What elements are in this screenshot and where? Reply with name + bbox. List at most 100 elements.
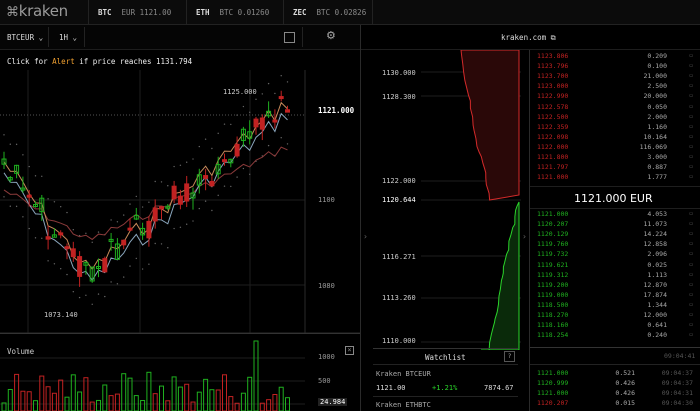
trade-price: 1121.000 xyxy=(537,389,569,398)
order-price: 1123.700 xyxy=(537,72,569,81)
watchlist-item-name[interactable]: Kraken BTCEUR xyxy=(376,370,431,378)
interval-label: 1H xyxy=(59,33,69,42)
bollinger-dot xyxy=(66,273,68,276)
order-book-row[interactable]: 1119.732 2.096 ▭ xyxy=(535,250,695,260)
volume-bar xyxy=(177,386,183,411)
gear-icon[interactable]: ⚙ xyxy=(326,29,336,42)
order-book-row[interactable]: 1122.359 1.160 ▭ xyxy=(535,123,695,133)
ticker-btc[interactable]: BTC EUR 1121.00 xyxy=(98,8,171,17)
pair-dropdown[interactable]: BTCEUR ⌄ xyxy=(7,33,43,42)
order-book-row[interactable]: 1123.700 21.000 ▭ xyxy=(535,72,695,82)
order-icon: ▭ xyxy=(689,321,693,329)
axis-label: 1100 xyxy=(318,196,335,204)
volume-bar xyxy=(14,373,20,411)
order-book-row[interactable]: 1121.797 0.887 ▭ xyxy=(535,163,695,173)
collapse-left-icon[interactable]: › xyxy=(363,232,368,241)
order-amount: 0.240 xyxy=(647,331,667,340)
close-icon[interactable]: × xyxy=(345,346,354,355)
volume-bar xyxy=(222,374,227,411)
order-book-row[interactable]: 1122.000 116.069 ▭ xyxy=(535,143,695,153)
order-book-row[interactable]: 1119.760 12.858 ▭ xyxy=(535,240,695,250)
order-book-row[interactable]: 1118.254 0.240 ▭ xyxy=(535,331,695,341)
help-icon[interactable]: ? xyxy=(504,351,515,362)
fullscreen-icon[interactable] xyxy=(284,32,295,43)
order-icon: ▭ xyxy=(689,163,693,171)
volume-bar xyxy=(146,371,152,411)
watchlist-item-name[interactable]: Kraken ETHBTC xyxy=(376,401,431,409)
order-book-row[interactable]: 1118.270 12.000 ▭ xyxy=(535,311,695,321)
bollinger-dot xyxy=(110,219,112,221)
order-price: 1119.732 xyxy=(537,250,569,259)
site-link[interactable]: kraken.com ⧉ xyxy=(501,33,556,43)
bollinger-dot xyxy=(91,241,93,243)
volume-bar xyxy=(278,386,284,411)
bollinger-dot xyxy=(236,114,238,116)
order-book-row[interactable]: 1119.000 17.874 ▭ xyxy=(535,291,695,301)
alert-link[interactable]: Alert xyxy=(52,57,75,66)
order-book-row[interactable]: 1123.796 0.100 ▭ xyxy=(535,62,695,72)
trade-time: 09:04:37 xyxy=(661,379,693,388)
order-icon: ▭ xyxy=(689,290,693,298)
order-book-row[interactable]: 1122.098 10.164 ▭ xyxy=(535,133,695,143)
order-book-row[interactable]: 1123.000 2.500 ▭ xyxy=(535,82,695,92)
order-icon: ▭ xyxy=(689,102,693,110)
order-book-row[interactable]: 1122.578 0.050 ▭ xyxy=(535,103,695,113)
bollinger-dot xyxy=(41,175,43,178)
axis-label: 1080 xyxy=(318,282,335,290)
last-price-label: 1121.000 xyxy=(318,106,355,115)
volume-bar xyxy=(272,393,278,411)
order-book-row[interactable]: 1120.207 11.073 ▭ xyxy=(535,220,695,230)
bollinger-dot xyxy=(223,185,226,187)
price-chart[interactable] xyxy=(0,65,360,345)
order-book-row[interactable]: 1121.800 3.000 ▭ xyxy=(535,153,695,163)
order-book-row[interactable]: 1119.200 12.870 ▭ xyxy=(535,281,695,291)
order-price: 1121.797 xyxy=(537,163,569,172)
bollinger-dot xyxy=(78,296,81,299)
volume-bar xyxy=(45,386,51,411)
order-amount: 116.069 xyxy=(639,142,667,151)
order-book-row[interactable]: 1118.160 0.641 ▭ xyxy=(535,321,695,331)
bollinger-dot xyxy=(154,242,156,245)
order-book-row[interactable]: 1123.806 0.209 ▭ xyxy=(535,52,695,62)
bollinger-dot xyxy=(97,293,100,295)
high-label: 1125.000 xyxy=(223,88,257,96)
bollinger-dot xyxy=(41,237,43,240)
bollinger-dot xyxy=(230,123,232,126)
volume-bar xyxy=(190,401,196,411)
order-book-row[interactable]: 1122.500 2.000 ▭ xyxy=(535,113,695,123)
order-book-row[interactable]: 1118.500 1.344 ▭ xyxy=(535,301,695,311)
divider xyxy=(283,0,284,24)
candle-body xyxy=(209,180,215,187)
volume-title: Volume xyxy=(7,347,35,356)
depth-chart[interactable] xyxy=(361,50,529,350)
trade-amount: 0.015 xyxy=(615,399,635,408)
ticker-zec[interactable]: ZEC BTC 0.02826 xyxy=(293,8,366,17)
collapse-right-icon[interactable]: › xyxy=(522,232,527,241)
bollinger-dot xyxy=(28,165,30,168)
order-amount: 20.000 xyxy=(643,92,667,101)
bollinger-dot xyxy=(267,144,270,147)
ticker-eth[interactable]: ETH BTC 0.01260 xyxy=(196,8,269,17)
order-book-row[interactable]: 1121.000 4.053 ▭ xyxy=(535,210,695,220)
kraken-logo[interactable]: ⌘kraken xyxy=(6,2,68,20)
order-book-row[interactable]: 1119.621 0.025 ▭ xyxy=(535,261,695,271)
order-amount: 10.164 xyxy=(643,132,667,141)
interval-dropdown[interactable]: 1H ⌄ xyxy=(59,33,77,42)
order-book-row[interactable]: 1121.000 1.777 ▭ xyxy=(535,173,695,183)
depth-axis-label: 1130.000 xyxy=(382,69,416,77)
order-book-row[interactable]: 1119.312 1.113 ▭ xyxy=(535,271,695,281)
mid-price: 1121.000 EUR xyxy=(574,192,653,205)
order-price: 1118.500 xyxy=(537,300,569,309)
candle-body xyxy=(1,158,7,165)
volume-bar xyxy=(240,392,246,411)
volume-bar xyxy=(247,376,253,411)
bollinger-dot xyxy=(15,205,18,208)
order-price: 1120.207 xyxy=(537,220,569,229)
volume-bar xyxy=(171,376,177,411)
order-book-row[interactable]: 1122.990 20.000 ▭ xyxy=(535,92,695,102)
volume-bar xyxy=(39,375,45,411)
bollinger-dot xyxy=(141,206,144,208)
divider xyxy=(373,364,518,365)
alert-prompt[interactable]: Click for Alert if price reaches 1131.79… xyxy=(7,57,192,66)
order-book-row[interactable]: 1120.129 14.224 ▭ xyxy=(535,230,695,240)
